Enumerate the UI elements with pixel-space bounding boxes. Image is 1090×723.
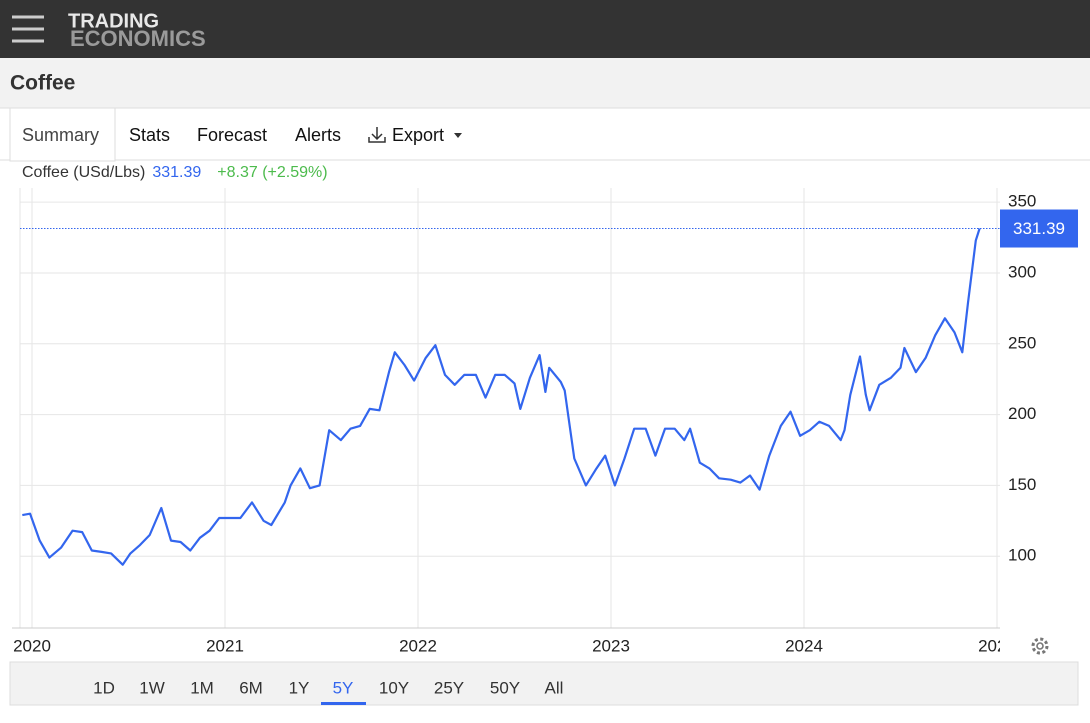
logo[interactable]: TRADING xyxy=(68,10,159,32)
range-bar xyxy=(9,661,1079,706)
legend-name: Coffee (USd/Lbs) xyxy=(22,164,145,181)
range-button[interactable]: 1W xyxy=(139,678,165,697)
menu-icon[interactable] xyxy=(12,15,44,43)
logo[interactable]: ECONOMICS xyxy=(70,26,206,51)
last-price-box xyxy=(1000,209,1078,248)
x-tick-label: 2024 xyxy=(785,636,823,655)
caret xyxy=(454,133,462,138)
y-tick-label: 100 xyxy=(1008,546,1036,565)
range-button[interactable]: 25Y xyxy=(434,678,464,697)
x-tick-label: 2021 xyxy=(206,636,244,655)
range-button[interactable]: 5Y xyxy=(333,678,354,697)
last-price-label: 331.39 xyxy=(1013,219,1065,238)
range-button[interactable]: 10Y xyxy=(379,678,409,697)
y-tick-label: 250 xyxy=(1008,333,1036,352)
range-button[interactable]: 1M xyxy=(190,678,214,697)
y-tick-label: 350 xyxy=(1008,192,1036,211)
range-underline xyxy=(321,702,366,705)
tab[interactable]: Stats xyxy=(129,125,170,145)
price-line xyxy=(22,228,981,566)
tab[interactable]: Summary xyxy=(22,125,99,145)
y-tick-label: 300 xyxy=(1008,262,1036,281)
tab-selected xyxy=(9,107,116,162)
tab[interactable]: Forecast xyxy=(197,125,267,145)
top-bar xyxy=(0,0,1090,58)
page-title: Coffee xyxy=(10,72,75,95)
x-tick-label: 2022 xyxy=(399,636,437,655)
x-tick-label: 2025 xyxy=(978,636,1016,655)
range-button[interactable]: 6M xyxy=(239,678,263,697)
legend-change: +8.37 (+2.59%) xyxy=(217,164,327,181)
export-icon xyxy=(368,127,386,143)
tab[interactable]: Export xyxy=(392,125,444,145)
legend-value: 331.39 xyxy=(152,164,201,181)
settings-icon[interactable] xyxy=(1031,637,1049,655)
range-button[interactable]: 1D xyxy=(93,678,115,697)
tab[interactable]: Alerts xyxy=(295,125,341,145)
range-button[interactable]: All xyxy=(545,678,564,697)
x-tick-label: 2020 xyxy=(13,636,51,655)
range-button[interactable]: 50Y xyxy=(490,678,520,697)
range-button[interactable]: 1Y xyxy=(289,678,310,697)
x-labels: 2020 2021 2022 2023 2024 2025 xyxy=(13,636,1016,655)
x-tick-label: 2023 xyxy=(592,636,630,655)
y-tick-label: 200 xyxy=(1008,404,1036,423)
title-bar xyxy=(0,58,1090,108)
y-tick-label: 150 xyxy=(1008,475,1036,494)
